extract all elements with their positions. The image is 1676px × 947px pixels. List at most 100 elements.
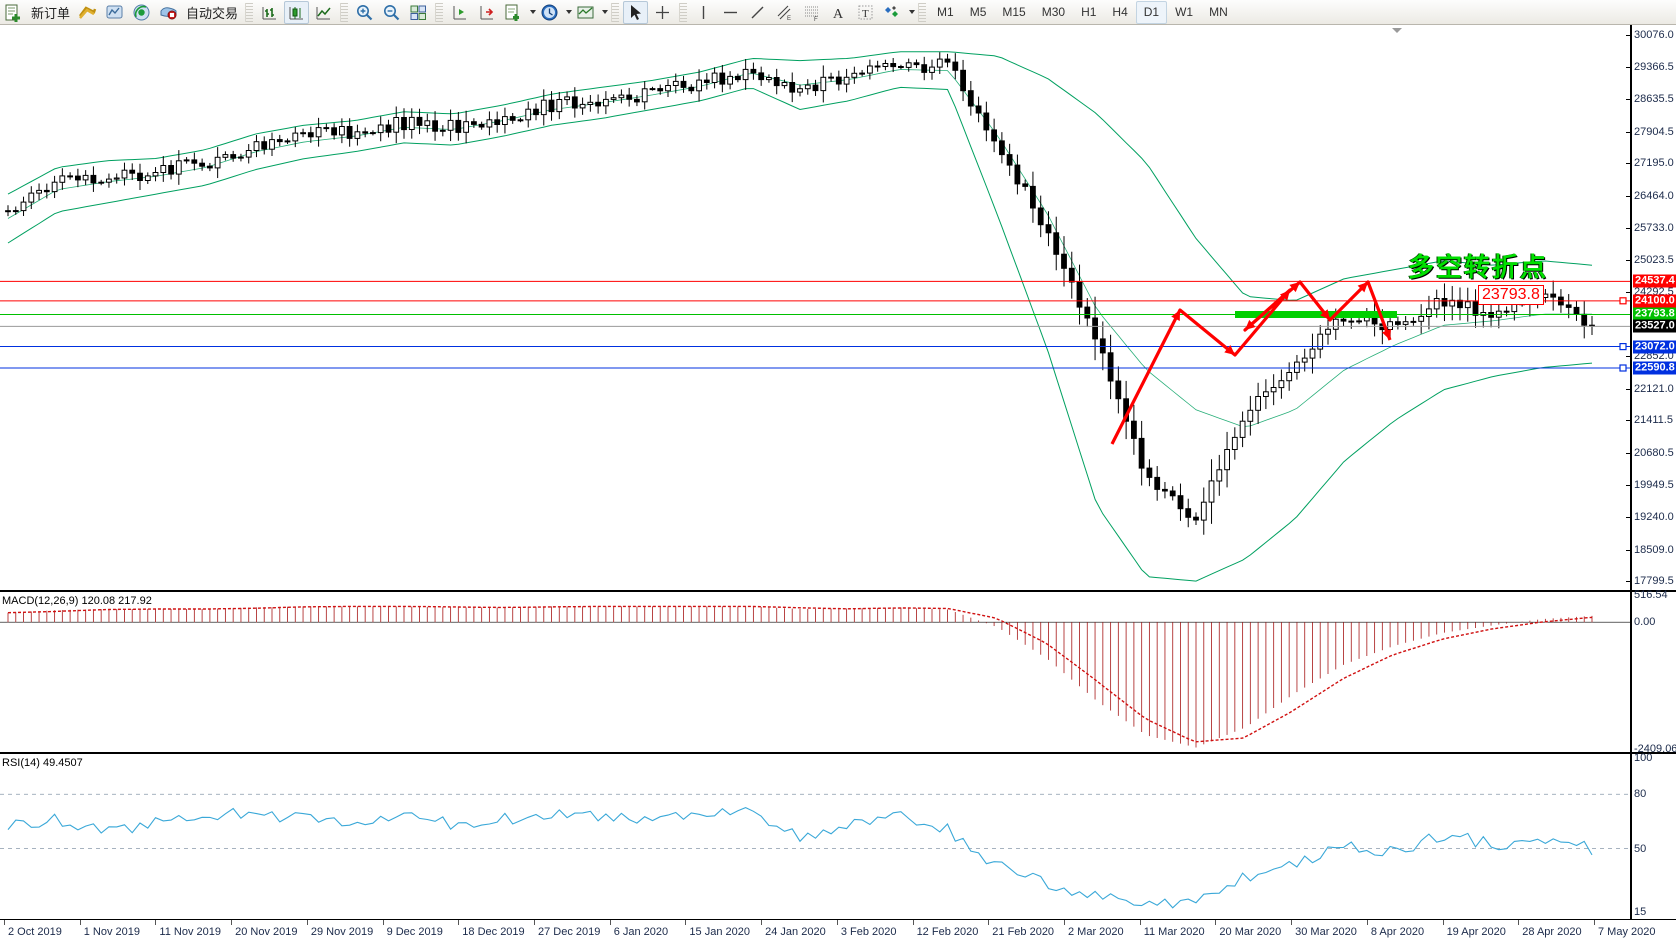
- bar-chart-icon[interactable]: [75, 1, 100, 24]
- chevron-down-icon[interactable]: [909, 10, 916, 14]
- date-axis-tick: [458, 920, 460, 925]
- price-level-tag[interactable]: 23793.8: [1633, 307, 1676, 321]
- price-level-tag[interactable]: 24537.4: [1633, 274, 1676, 288]
- new-order-label[interactable]: 新订单: [31, 5, 71, 21]
- date-axis: 2 Oct 2019 1 Nov 2019 11 Nov 2019 20 Nov 20…: [0, 920, 1676, 947]
- date-axis-tick: [761, 920, 763, 925]
- svg-text:E: E: [787, 16, 791, 22]
- price-scale-label: 22121.0: [1634, 382, 1674, 395]
- date-axis-label: 8 Apr 2020: [1370, 926, 1425, 938]
- price-chart-pane[interactable]: [0, 25, 1676, 592]
- tile-windows-icon[interactable]: [406, 1, 431, 24]
- date-axis-tick: [1594, 920, 1595, 925]
- chart-shift-marker[interactable]: [1392, 28, 1402, 33]
- date-axis-label: 2 Oct 2019: [8, 926, 62, 938]
- indicators-add-icon[interactable]: [501, 1, 526, 24]
- price-scale-axis: [1630, 25, 1632, 920]
- date-axis-tick: [4, 920, 5, 925]
- objects-icon[interactable]: [880, 1, 905, 24]
- zoom-in-icon[interactable]: [352, 1, 377, 24]
- autotrade-label[interactable]: 自动交易: [186, 5, 239, 21]
- crosshair-icon[interactable]: [650, 1, 675, 24]
- svg-text:F: F: [814, 17, 818, 22]
- trendline-icon[interactable]: [745, 1, 770, 24]
- timeframe-m5[interactable]: M5: [969, 5, 987, 19]
- macd-pane[interactable]: [0, 592, 1676, 754]
- price-scale-tick: [1626, 259, 1631, 261]
- zoom-out-icon[interactable]: [379, 1, 404, 24]
- timeframe-d1[interactable]: D1: [1135, 0, 1168, 24]
- cloud-chart-icon[interactable]: [102, 1, 127, 24]
- timeframe-m30[interactable]: M30: [1041, 5, 1066, 19]
- signals-icon[interactable]: [129, 1, 154, 24]
- date-axis-tick: [1064, 920, 1065, 925]
- date-axis-tick: [912, 920, 914, 925]
- shift-end-icon[interactable]: [447, 1, 472, 24]
- price-scale-label: 28635.5: [1634, 93, 1674, 106]
- price-scale-tick: [1626, 485, 1631, 487]
- price-chart-svg: [0, 51, 1630, 582]
- chevron-down-icon[interactable]: [566, 10, 573, 14]
- period-clock-icon[interactable]: [537, 1, 562, 24]
- price-level-tag[interactable]: 22590.8: [1633, 361, 1676, 375]
- autoscroll-icon[interactable]: [474, 1, 499, 24]
- date-axis-label: 20 Mar 2020: [1219, 926, 1282, 938]
- date-axis-tick: [1518, 920, 1520, 925]
- date-axis-tick: [1139, 920, 1141, 925]
- date-axis-label: 19 Apr 2020: [1446, 926, 1506, 938]
- price-level-tag[interactable]: 23072.0: [1633, 340, 1676, 354]
- date-axis-label: 29 Nov 2019: [310, 926, 374, 938]
- price-scale-label: 17799.5: [1634, 575, 1674, 588]
- price-scale-tick: [1626, 66, 1631, 68]
- timeframe-mn[interactable]: MN: [1209, 5, 1228, 19]
- bar-chart-type-icon[interactable]: [257, 1, 282, 24]
- timeframe-w1[interactable]: W1: [1175, 5, 1194, 19]
- timeframe-m15[interactable]: M15: [1002, 5, 1026, 19]
- cursor-icon[interactable]: [623, 0, 649, 24]
- date-axis-label: 21 Feb 2020: [992, 926, 1055, 938]
- chevron-down-icon[interactable]: [602, 10, 609, 14]
- rsi-pane[interactable]: [0, 754, 1676, 920]
- macd-scale-label: 516.54: [1634, 589, 1668, 601]
- timeframe-group: M1 M5 M15 M30 H1 H4 D1 W1 MN: [929, 0, 1236, 24]
- price-scale-label: 26464.0: [1634, 189, 1674, 202]
- price-scale-tick: [1626, 292, 1631, 294]
- date-axis-label: 6 Jan 2020: [613, 926, 669, 938]
- price-scale-tick: [1626, 195, 1631, 197]
- macd-chart-svg: [0, 605, 1630, 748]
- date-axis-tick: [231, 920, 233, 925]
- price-scale-label: 19240.0: [1634, 511, 1674, 524]
- equidistant-icon[interactable]: E: [772, 1, 797, 24]
- date-axis-label: 1 Nov 2019: [83, 926, 140, 938]
- text-icon[interactable]: A: [826, 1, 851, 24]
- price-level-tag[interactable]: 23527.0: [1633, 319, 1676, 333]
- toolbar-separator: [245, 2, 254, 22]
- hline-icon[interactable]: [718, 1, 743, 24]
- rsi-scale-label: 50: [1634, 842, 1647, 855]
- toolbar-separator: [918, 2, 927, 22]
- chevron-down-icon[interactable]: [530, 10, 537, 14]
- candlestick-type-icon[interactable]: [284, 0, 310, 24]
- vline-icon[interactable]: [691, 1, 716, 24]
- timeframe-h4[interactable]: H4: [1112, 5, 1128, 19]
- new-order-icon[interactable]: [1, 1, 26, 24]
- date-axis-label: 27 Dec 2019: [538, 926, 601, 938]
- templates-icon[interactable]: [573, 1, 598, 24]
- price-scale-tick: [1626, 356, 1631, 358]
- date-axis-label: 18 Dec 2019: [462, 926, 525, 938]
- date-axis-tick: [306, 920, 308, 925]
- chinese-annotation: 多空转折点: [1408, 252, 1549, 282]
- toolbar-separator: [611, 2, 620, 22]
- price-scale-tick: [1626, 228, 1631, 230]
- text-label-icon[interactable]: T: [853, 1, 878, 24]
- timeframe-h1[interactable]: H1: [1081, 5, 1097, 19]
- toolbar-separator: [340, 2, 349, 22]
- price-scale-tick: [1626, 163, 1631, 165]
- price-level-tag[interactable]: 24100.0: [1633, 294, 1676, 308]
- line-type-icon[interactable]: [311, 1, 336, 24]
- autotrade-icon[interactable]: [156, 1, 181, 24]
- timeframe-m1[interactable]: M1: [937, 5, 954, 19]
- fibo-icon[interactable]: F: [799, 1, 824, 24]
- price-scale-tick: [1626, 549, 1631, 551]
- macd-scale-label: -2409.06: [1634, 743, 1676, 755]
